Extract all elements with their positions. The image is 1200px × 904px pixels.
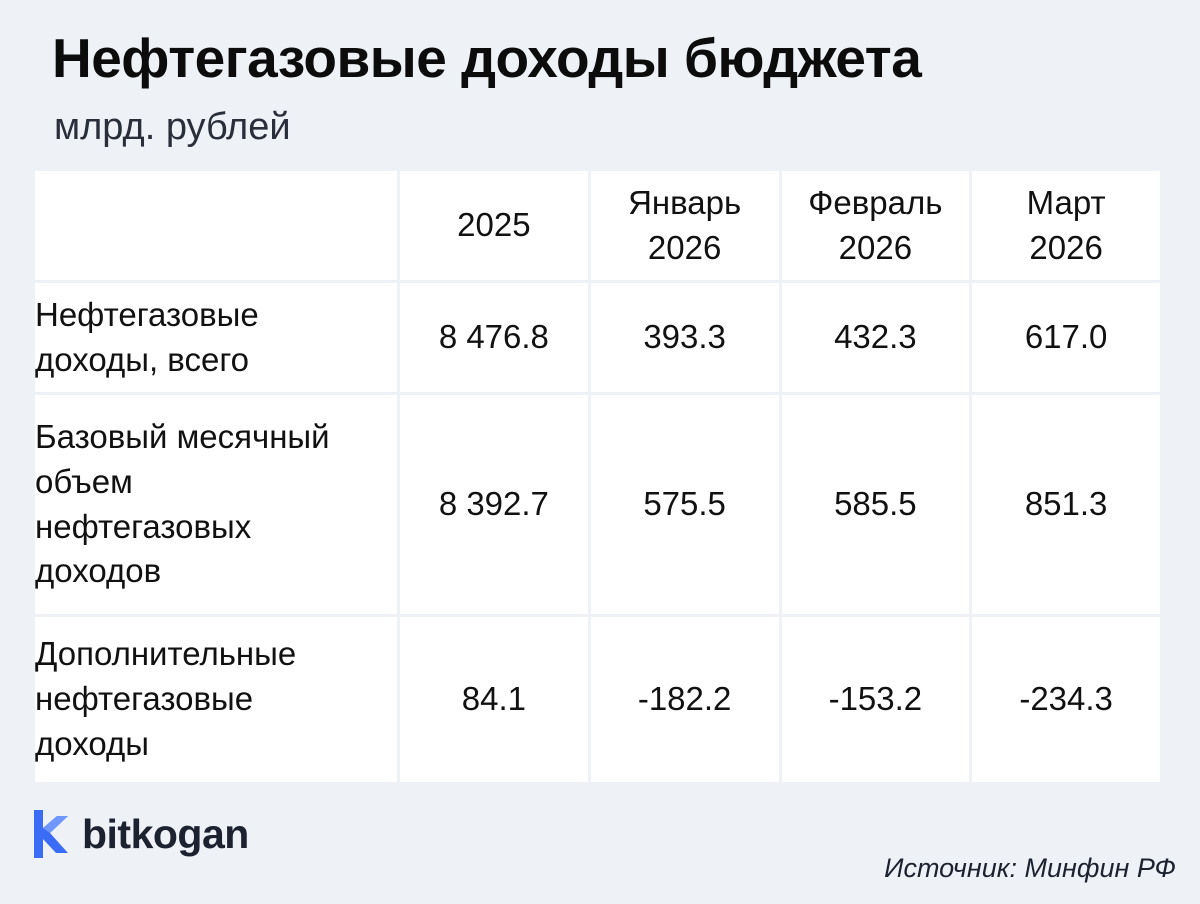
row-label-line: нефтегазовые — [35, 680, 254, 718]
brand-name: bitkogan — [82, 810, 249, 857]
row-label-line: доходы — [35, 724, 149, 762]
table-header-row: 2025 Январь 2026 Февраль 2026 Март 2026 — [32, 168, 1163, 283]
value-cell: 585.5 — [778, 392, 973, 617]
column-header: Март 2026 — [969, 168, 1163, 283]
brand-logo: bitkogan — [30, 806, 249, 862]
row-label-line: объем — [35, 462, 133, 500]
bitkogan-logo-icon — [34, 810, 68, 858]
row-label-line: доходов — [35, 552, 162, 590]
source-note: Источник: Минфин РФ — [884, 853, 1176, 883]
value-cell: -153.2 — [778, 614, 973, 785]
row-label-line: нефтегазовых — [35, 507, 252, 545]
row-label-cell: Нефтегазовые доходы, всего — [32, 280, 400, 395]
value-cell: 393.3 — [587, 280, 782, 395]
row-label-cell: Базовый месячный объем нефтегазовых дохо… — [32, 392, 400, 617]
oil-gas-revenue-table: 2025 Январь 2026 Февраль 2026 Март 2026 … — [32, 168, 1163, 785]
value-cell: 8 476.8 — [397, 280, 591, 395]
row-label-line: Базовый месячный — [35, 417, 330, 455]
row-label-line: доходы, всего — [35, 340, 249, 378]
column-header: Февраль 2026 — [778, 168, 973, 283]
row-label-cell: Дополнительные нефтегазовые доходы — [32, 614, 400, 785]
column-header: 2025 — [397, 168, 591, 283]
column-header: Январь 2026 — [587, 168, 782, 283]
value-cell: -182.2 — [587, 614, 782, 785]
header-empty-cell — [32, 168, 400, 283]
table-row: Базовый месячный объем нефтегазовых дохо… — [32, 392, 1163, 617]
column-header-line: 2026 — [1029, 228, 1103, 266]
value-cell: 432.3 — [778, 280, 973, 395]
column-header-line: Февраль — [808, 183, 943, 221]
table-row: Нефтегазовые доходы, всего 8 476.8 393.3… — [32, 280, 1163, 395]
value-cell: 8 392.7 — [397, 392, 591, 617]
chart-subtitle-units: млрд. рублей — [54, 106, 291, 148]
value-cell: 84.1 — [397, 614, 591, 785]
data-table-container: 2025 Январь 2026 Февраль 2026 Март 2026 … — [32, 168, 1163, 785]
value-cell: 575.5 — [587, 392, 782, 617]
row-label-line: Нефтегазовые — [35, 295, 259, 333]
chart-title: Нефтегазовые доходы бюджета — [52, 27, 922, 89]
value-cell: 617.0 — [969, 280, 1163, 395]
value-cell: -234.3 — [969, 614, 1163, 785]
table-row: Дополнительные нефтегазовые доходы 84.1 … — [32, 614, 1163, 785]
column-header-line: 2025 — [457, 206, 531, 244]
column-header-line: 2026 — [647, 228, 722, 266]
value-cell: 851.3 — [969, 392, 1163, 617]
column-header-line: Март — [1026, 183, 1106, 221]
row-label-line: Дополнительные — [35, 635, 297, 673]
column-header-line: 2026 — [838, 228, 913, 266]
column-header-line: Январь — [628, 183, 742, 221]
